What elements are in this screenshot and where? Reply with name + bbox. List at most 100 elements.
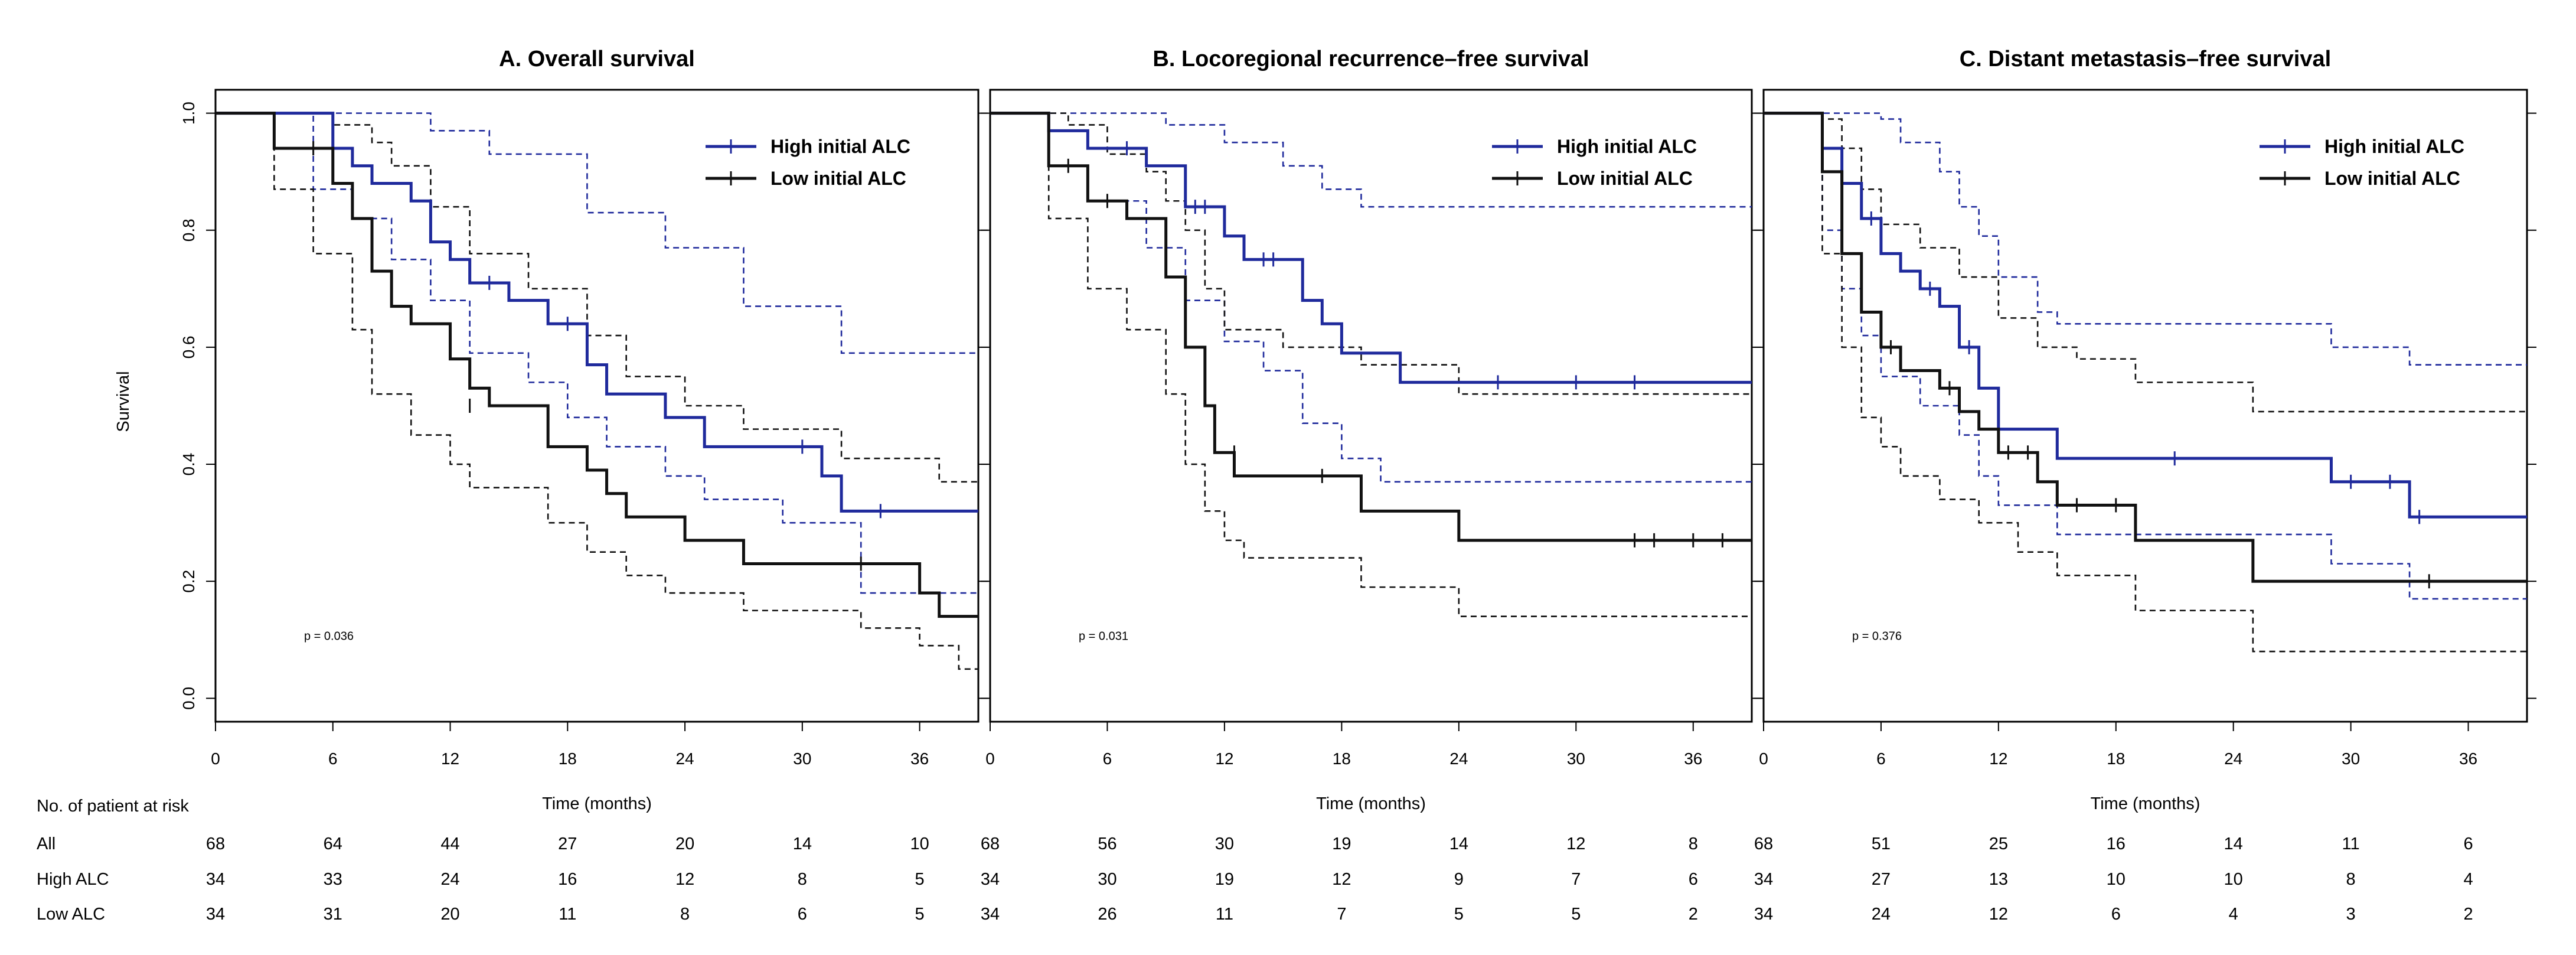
curve-high (990, 112, 1752, 384)
plot-frame (214, 89, 980, 723)
risk-count: 4 (2463, 870, 2473, 889)
risk-count: 34 (206, 905, 225, 924)
risk-count: 11 (559, 905, 576, 924)
panel-1: A. Overall survival 0 6 12 18 24 30 36 0.0 0.2 0.4… (179, 47, 988, 924)
x-tick-label: 0 (985, 749, 995, 768)
risk-count: 5 (915, 870, 925, 889)
x-tick-label: 18 (2107, 749, 2125, 768)
x-tick-label: 6 (1876, 749, 1886, 768)
x-tick-label: 30 (2342, 749, 2360, 768)
risk-count: 12 (1989, 905, 2008, 924)
x-tick-label: 24 (1449, 749, 1468, 768)
x-tick-label: 36 (1684, 749, 1702, 768)
curve-low (1764, 112, 2527, 583)
risk-count: 5 (1454, 905, 1464, 924)
p-value: p = 0.376 (1852, 630, 1902, 643)
risk-count: 3 (2346, 905, 2356, 924)
panel-title: A. Overall survival (499, 47, 695, 71)
risk-count: 12 (1566, 835, 1585, 853)
risk-count: 13 (1989, 870, 2008, 889)
x-tick-label: 12 (1215, 749, 1233, 768)
risk-count: 10 (910, 835, 929, 853)
y-tick-label: 0.6 (179, 335, 198, 358)
risk-count: 6 (2111, 905, 2121, 924)
risk-count: 34 (1754, 905, 1773, 924)
x-tick-label: 18 (559, 749, 577, 768)
x-tick-label: 30 (1567, 749, 1585, 768)
ci-band-line (990, 112, 1752, 208)
risk-count: 26 (1098, 905, 1116, 924)
x-axis-label: Time (months) (2091, 794, 2200, 813)
risk-count: 2 (2463, 905, 2473, 924)
risk-count: 34 (1754, 870, 1773, 889)
x-tick-label: 24 (2224, 749, 2242, 768)
risk-row-label-all: All (37, 835, 55, 853)
ci-band-line (1764, 112, 2527, 413)
curve-high (216, 112, 978, 513)
x-tick-label: 6 (328, 749, 338, 768)
risk-count: 51 (1872, 835, 1891, 853)
p-value: p = 0.031 (1079, 630, 1128, 643)
risk-count: 68 (1754, 835, 1773, 853)
x-axis-label: Time (months) (542, 794, 652, 813)
risk-count: 5 (915, 905, 925, 924)
risk-row-label-high: High ALC (37, 870, 109, 889)
p-value: p = 0.036 (304, 630, 354, 643)
risk-count: 8 (680, 905, 690, 924)
x-tick-label: 36 (2459, 749, 2477, 768)
risk-count: 10 (2224, 870, 2243, 889)
x-tick-label: 12 (441, 749, 459, 768)
risk-count: 30 (1215, 835, 1234, 853)
risk-count: 44 (440, 835, 459, 853)
curve-high (1764, 112, 2527, 519)
ci-band-line (1764, 112, 2527, 366)
risk-count: 9 (1454, 870, 1464, 889)
risk-count: 12 (1332, 870, 1351, 889)
risk-table-header: No. of patient at risk (37, 797, 189, 816)
panel-title: C. Distant metastasis–free survival (1960, 47, 2331, 71)
risk-count: 14 (793, 835, 812, 853)
risk-count: 68 (206, 835, 225, 853)
risk-count: 64 (324, 835, 342, 853)
risk-count: 19 (1332, 835, 1351, 853)
panel-3: C. Distant metastasis–free survival 0 6 12 1… (1754, 47, 2536, 924)
risk-count: 14 (1449, 835, 1468, 853)
risk-count: 8 (798, 870, 807, 889)
panel-title: B. Locoregional recurrence–free survival (1152, 47, 1589, 71)
risk-count: 6 (1689, 870, 1698, 889)
risk-row-label-low: Low ALC (37, 905, 105, 924)
ci-band-line (216, 112, 978, 670)
y-axis-label: Survival (114, 371, 133, 432)
risk-count: 20 (440, 905, 459, 924)
risk-count: 68 (981, 835, 1000, 853)
x-tick-label: 6 (1103, 749, 1112, 768)
ci-band-line (1764, 112, 2527, 653)
risk-count: 16 (2107, 835, 2126, 853)
risk-count: 31 (324, 905, 342, 924)
legend-label-high: High initial ALC (1557, 136, 1697, 157)
x-tick-label: 12 (1989, 749, 2007, 768)
legend-label-high: High initial ALC (770, 136, 910, 157)
x-tick-label: 0 (211, 749, 220, 768)
risk-count: 27 (1872, 870, 1891, 889)
risk-count: 6 (798, 905, 807, 924)
risk-count: 27 (558, 835, 577, 853)
risk-count: 19 (1215, 870, 1234, 889)
ci-band-line (216, 112, 978, 483)
risk-count: 25 (1989, 835, 2008, 853)
risk-count: 7 (1571, 870, 1581, 889)
risk-count: 4 (2229, 905, 2238, 924)
risk-count: 10 (2107, 870, 2126, 889)
y-tick-label: 0.0 (179, 687, 198, 710)
risk-count: 34 (981, 870, 1000, 889)
x-tick-label: 0 (1759, 749, 1768, 768)
curve-low (990, 112, 1752, 542)
x-tick-label: 36 (910, 749, 929, 768)
ci-band-line (990, 112, 1752, 617)
legend-label-high: High initial ALC (2324, 136, 2464, 157)
curve-low (216, 112, 978, 618)
plot-frame (989, 89, 1753, 723)
risk-count: 56 (1098, 835, 1116, 853)
